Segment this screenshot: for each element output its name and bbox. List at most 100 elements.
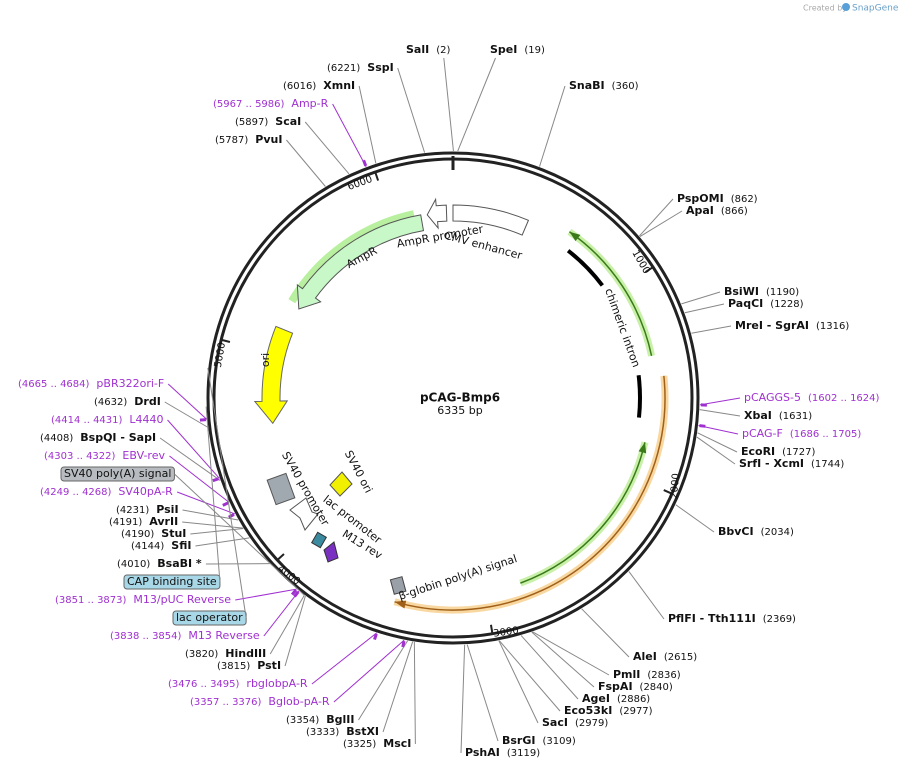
name: XbaI <box>744 409 772 422</box>
ruler-label: 4000 <box>275 563 302 587</box>
name: Eco53kI <box>564 704 612 717</box>
name: SrfI - XcmI <box>739 457 804 470</box>
site-label: (5787) PvuI <box>215 133 282 146</box>
position: (1190) <box>766 287 799 298</box>
name: PaqCI <box>728 297 763 310</box>
position: (862) <box>731 194 758 205</box>
primer-label: (3476 .. 3495) rbglobpA-R <box>168 677 308 690</box>
site-line <box>159 437 221 481</box>
position: (4190) <box>121 529 154 540</box>
site-label: (3815) PstI <box>217 659 281 672</box>
name: PsiI <box>156 503 178 516</box>
primer-line <box>235 588 297 601</box>
site-label: (4408) BspQI - SapI <box>40 431 156 444</box>
ruler-tick <box>663 489 672 495</box>
primer-line <box>263 590 300 637</box>
site-line <box>628 571 665 620</box>
name: M13 Reverse <box>188 629 259 642</box>
position: (6221) <box>327 63 360 74</box>
primer-label: (3851 .. 3873) M13/pUC Reverse <box>55 593 231 606</box>
ruler-label: 3000 <box>493 625 520 639</box>
site-line <box>286 139 326 187</box>
position: (2) <box>436 45 450 56</box>
site-line <box>639 198 674 237</box>
position: (3325) <box>343 739 376 750</box>
primer-line <box>311 632 377 685</box>
site-label: BsrGI (3109) <box>502 734 576 747</box>
site-line <box>696 436 736 465</box>
site-label: PspOMI (862) <box>677 192 758 205</box>
position: (4010) <box>117 559 150 570</box>
site-label: BbvCI (2034) <box>718 525 794 538</box>
position: (4408) <box>40 433 73 444</box>
ampr-highlight <box>288 210 415 304</box>
site-label: (5897) ScaI <box>235 115 301 128</box>
name: AgeI <box>582 692 610 705</box>
name: Amp-R <box>291 97 328 110</box>
position: (3851 .. 3873) <box>55 595 127 606</box>
site-label: (6221) SspI <box>327 61 394 74</box>
name: BsrGI <box>502 734 535 747</box>
primer-label: (4665 .. 4684) pBR322ori-F <box>18 377 164 390</box>
position: (1602 .. 1624) <box>808 393 880 404</box>
position: (1316) <box>816 321 849 332</box>
name: MreI - SgrAI <box>735 319 809 332</box>
position: (3815) <box>217 661 250 672</box>
brand: SnapGene <box>852 4 899 14</box>
name: AleI <box>633 650 657 663</box>
primer-line <box>332 103 367 168</box>
position: (5787) <box>215 135 248 146</box>
name: pCAGGS-5 <box>744 391 801 404</box>
ampr <box>296 214 425 310</box>
orange-line <box>394 375 666 611</box>
position: (4414 .. 4431) <box>51 415 123 426</box>
site-label: (3325) MscI <box>343 737 411 750</box>
site-label: (3354) BglII <box>286 713 354 726</box>
site-label: FspAI (2840) <box>598 680 673 693</box>
name: SpeI <box>490 43 517 56</box>
name: PshAI <box>465 746 500 759</box>
name: SacI <box>542 716 568 729</box>
site-label: (6016) XmnI <box>283 79 355 92</box>
position: (6016) <box>283 81 316 92</box>
primer-label: (5967 .. 5986) Amp-R <box>213 97 329 110</box>
position: (3119) <box>507 748 540 759</box>
site-line <box>466 644 499 742</box>
ruler-label: 2000 <box>669 473 682 499</box>
bglobin-shape <box>389 576 407 595</box>
site-label: SpeI (19) <box>490 43 545 56</box>
site-label: (4632) DrdI <box>94 395 161 408</box>
name: PmlI <box>613 668 640 681</box>
site-line <box>269 595 305 655</box>
name: SV40pA-R <box>118 485 173 498</box>
plasmid-name: pCAG-Bmp6 <box>420 391 500 405</box>
position: (5967 .. 5986) <box>213 99 285 110</box>
primer-line <box>169 455 230 503</box>
site-label: SrfI - XcmI (1744) <box>739 457 844 470</box>
site-label: (4190) StuI <box>121 527 186 540</box>
site-label: (3333) BstXI <box>306 725 379 738</box>
site-line <box>358 640 408 721</box>
position: (2886) <box>617 694 650 705</box>
name: BspQI - SapI <box>80 431 156 444</box>
site-line <box>182 521 244 529</box>
position: (2979) <box>575 718 608 729</box>
ruler-tick <box>374 172 380 181</box>
primer-line <box>333 639 405 703</box>
site-label: SacI (2979) <box>542 716 608 729</box>
site-line <box>531 631 595 688</box>
primer-label: pCAGGS-5 (1602 .. 1624) <box>744 391 880 404</box>
name: EBV-rev <box>122 449 165 462</box>
site-label: PmlI (2836) <box>613 668 681 681</box>
ori <box>253 325 294 425</box>
position: (360) <box>612 81 639 92</box>
m13-rev-shape <box>323 541 339 563</box>
logo <box>842 3 850 11</box>
site-line <box>639 210 683 238</box>
name: rbglobpA-R <box>246 677 307 690</box>
site-line <box>675 504 715 533</box>
site-label: (4191) AvrII <box>109 515 178 528</box>
site-label: AleI (2615) <box>633 650 697 663</box>
site-line <box>532 631 610 676</box>
